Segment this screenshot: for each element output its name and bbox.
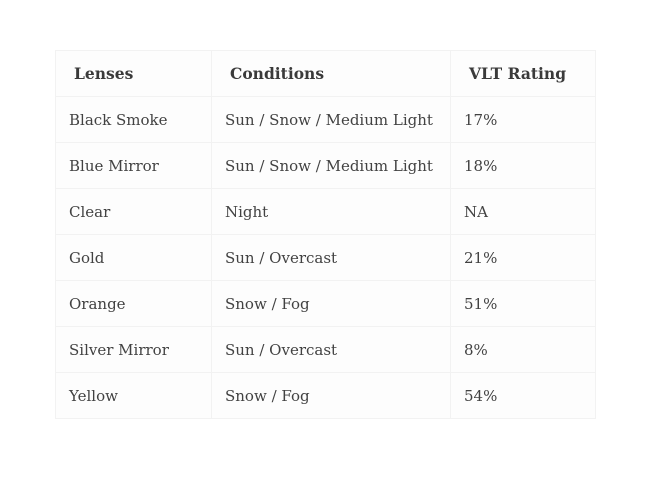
header-row: Lenses Conditions VLT Rating <box>55 50 596 97</box>
cell-vlt-rating: 17% <box>450 96 596 143</box>
column-header-lenses: Lenses <box>55 50 212 97</box>
table-row: Black Smoke Sun / Snow / Medium Light 17% <box>55 96 596 143</box>
cell-conditions: Sun / Snow / Medium Light <box>211 142 451 189</box>
column-header-vlt-rating: VLT Rating <box>450 50 596 97</box>
lens-vlt-table: Lenses Conditions VLT Rating Black Smoke… <box>55 50 596 419</box>
table-row: Blue Mirror Sun / Snow / Medium Light 18% <box>55 142 596 189</box>
cell-lens: Blue Mirror <box>55 142 212 189</box>
cell-conditions: Sun / Snow / Medium Light <box>211 96 451 143</box>
cell-lens: Silver Mirror <box>55 326 212 373</box>
cell-conditions: Snow / Fog <box>211 280 451 327</box>
cell-vlt-rating: 54% <box>450 372 596 419</box>
table-row: Clear Night NA <box>55 188 596 235</box>
cell-conditions: Snow / Fog <box>211 372 451 419</box>
column-header-conditions: Conditions <box>211 50 451 97</box>
cell-vlt-rating: 21% <box>450 234 596 281</box>
cell-conditions: Sun / Overcast <box>211 326 451 373</box>
cell-vlt-rating: 8% <box>450 326 596 373</box>
cell-conditions: Night <box>211 188 451 235</box>
cell-lens: Orange <box>55 280 212 327</box>
cell-conditions: Sun / Overcast <box>211 234 451 281</box>
table-row: Yellow Snow / Fog 54% <box>55 372 596 419</box>
cell-vlt-rating: 18% <box>450 142 596 189</box>
cell-lens: Clear <box>55 188 212 235</box>
table-row: Orange Snow / Fog 51% <box>55 280 596 327</box>
lens-vlt-table-container: Lenses Conditions VLT Rating Black Smoke… <box>55 50 596 419</box>
cell-lens: Black Smoke <box>55 96 212 143</box>
cell-lens: Gold <box>55 234 212 281</box>
table-body: Black Smoke Sun / Snow / Medium Light 17% B… <box>55 96 596 419</box>
cell-vlt-rating: 51% <box>450 280 596 327</box>
cell-vlt-rating: NA <box>450 188 596 235</box>
cell-lens: Yellow <box>55 372 212 419</box>
table-row: Gold Sun / Overcast 21% <box>55 234 596 281</box>
table-row: Silver Mirror Sun / Overcast 8% <box>55 326 596 373</box>
